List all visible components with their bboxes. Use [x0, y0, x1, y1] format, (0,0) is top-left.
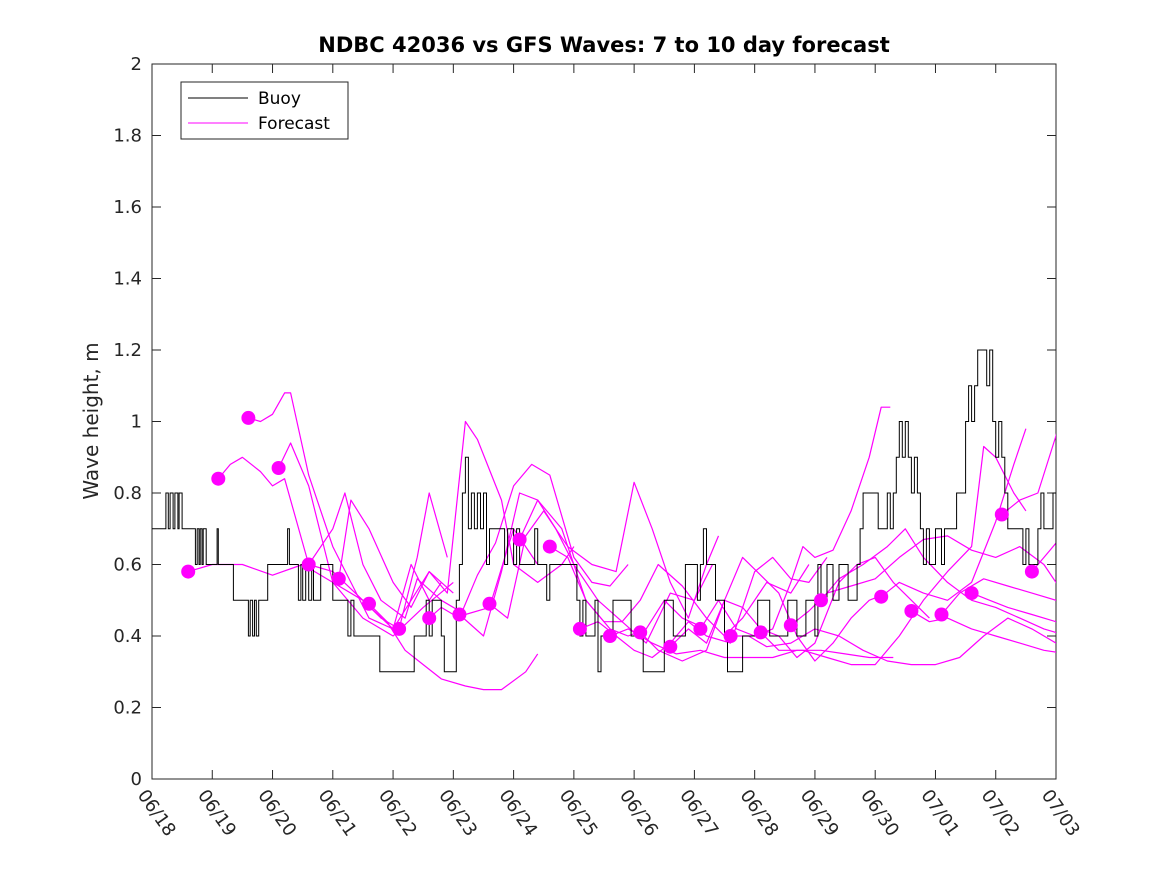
- legend-buoy-label: Buoy: [258, 89, 301, 109]
- forecast-marker-26: [994, 507, 1009, 522]
- forecast-line-6: [368, 603, 539, 691]
- x-tick-label: 07/01: [916, 786, 963, 841]
- y-axis-label: Wave height, m: [79, 342, 103, 499]
- y-tick-label: 1.6: [113, 197, 142, 218]
- legend-box: [180, 81, 349, 140]
- forecast-line-5: [338, 420, 575, 609]
- forecast-line-20: [820, 528, 1056, 634]
- x-tick-label: 06/23: [434, 786, 481, 841]
- plot-area: [151, 63, 1057, 780]
- y-tick-label: 0.4: [113, 626, 142, 647]
- x-tick-label: 06/21: [314, 786, 361, 841]
- y-tick-label: 0.6: [113, 555, 142, 576]
- forecast-marker-23: [904, 604, 919, 618]
- x-tick-label: 06/22: [374, 786, 421, 841]
- forecast-marker-22: [874, 589, 889, 604]
- forecast-marker-10: [482, 596, 497, 611]
- y-tick-label: 1: [131, 412, 142, 433]
- forecast-marker-27: [1024, 564, 1039, 579]
- x-tick-label: 06/25: [555, 786, 602, 841]
- x-tick-label: 06/30: [856, 786, 903, 841]
- forecast-line-25: [1001, 433, 1056, 515]
- y-tick-label: 0.2: [113, 698, 142, 719]
- forecast-marker-21: [814, 593, 828, 608]
- x-tick-label: 06/29: [796, 786, 843, 841]
- forecast-marker-9: [452, 607, 467, 622]
- forecast-line-23: [941, 578, 1056, 615]
- legend-forecast-label: Forecast: [258, 114, 330, 134]
- forecast-line-24: [971, 592, 1056, 623]
- series-group: [152, 349, 1056, 691]
- x-tick-label: 07/02: [977, 786, 1024, 841]
- x-tick-label: 06/19: [193, 786, 240, 841]
- forecast-line-13: [609, 628, 894, 659]
- x-tick-label: 06/27: [675, 786, 722, 841]
- forecast-marker-0: [181, 564, 196, 579]
- y-tick-label: 0.8: [113, 483, 142, 504]
- forecast-marker-20: [783, 618, 798, 633]
- chart-title: NDBC 42036 vs GFS Waves: 7 to 10 day for…: [318, 33, 889, 57]
- forecast-marker-16: [663, 639, 678, 654]
- forecast-line-2: [248, 392, 442, 630]
- forecast-marker-18: [723, 629, 738, 643]
- forecast-marker-17: [693, 621, 708, 636]
- y-tick-label: 1.2: [113, 340, 142, 361]
- legend: Buoy Forecast: [180, 81, 349, 140]
- x-tick-label: 06/24: [495, 786, 542, 841]
- forecast-marker-6: [362, 596, 376, 611]
- forecast-marker-12: [542, 539, 557, 554]
- x-tick-label: 06/20: [253, 786, 300, 841]
- forecast-marker-5: [331, 571, 346, 586]
- forecast-marker-15: [633, 625, 648, 640]
- forecast-line-14: [639, 556, 888, 662]
- y-tick-label: 2: [131, 54, 142, 75]
- forecast-line-16: [699, 406, 891, 637]
- forecast-marker-8: [422, 611, 437, 626]
- forecast-line-9: [489, 481, 720, 619]
- x-tick-label: 06/28: [736, 786, 783, 841]
- forecast-line-15: [669, 556, 930, 659]
- buoy-line: [152, 349, 1056, 673]
- forecast-line-10: [519, 499, 714, 644]
- y-axis: 0 0.2 0.4 0.6 0.8 1 1.2 1.4 1.6 1.8 2: [113, 54, 1056, 790]
- forecast-marker-3: [271, 461, 286, 475]
- forecast-marker-4: [301, 557, 316, 572]
- x-tick-label: 06/26: [615, 786, 662, 841]
- forecast-marker-25: [964, 586, 979, 601]
- forecast-line-1: [217, 456, 454, 630]
- forecast-marker-1: [211, 471, 226, 486]
- forecast-marker-19: [753, 625, 768, 640]
- x-tick-label: 07/03: [1037, 786, 1084, 841]
- forecast-line-21: [880, 428, 1027, 601]
- x-tick-label: 06/18: [133, 786, 180, 841]
- y-tick-label: 0: [131, 769, 142, 790]
- forecast-line-18: [760, 445, 1027, 666]
- forecast-marker-14: [603, 629, 617, 643]
- y-tick-label: 1.8: [113, 126, 142, 147]
- y-tick-label: 1.4: [113, 269, 142, 290]
- forecast-line-4: [308, 492, 539, 619]
- forecast-marker-2: [241, 410, 256, 425]
- forecast-marker-13: [572, 621, 587, 636]
- forecast-marker-11: [512, 532, 527, 547]
- forecast-marker-7: [392, 621, 407, 636]
- forecast-marker-24: [934, 607, 949, 622]
- forecast-line-26: [1031, 542, 1056, 572]
- forecast-line-11: [549, 546, 810, 637]
